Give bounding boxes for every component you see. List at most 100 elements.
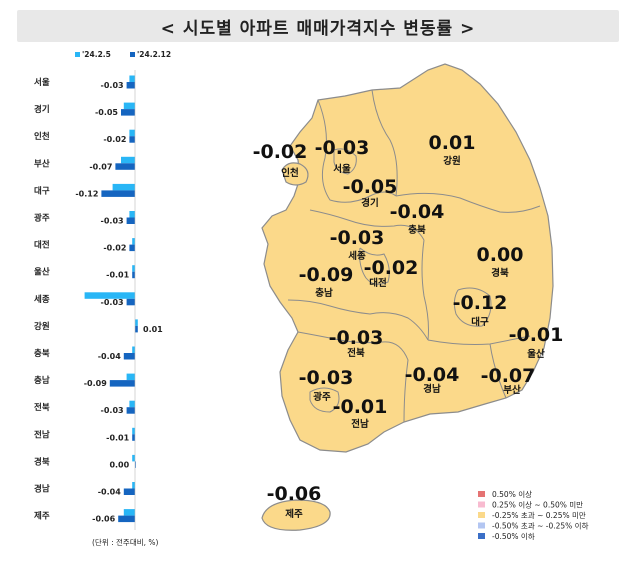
map-region-label: -0.06 제주	[267, 483, 322, 520]
map-region-name: 경북	[491, 267, 509, 279]
mainland-shape	[261, 63, 554, 453]
bar-row: 대전 -0.02	[34, 238, 135, 253]
bar	[121, 156, 135, 164]
value-label: 0.00	[109, 460, 129, 469]
bar	[126, 373, 135, 381]
bar	[129, 244, 135, 252]
legend-item: -0.50% 초과 ~ -0.25% 이하	[478, 521, 589, 531]
map-region-name: 광주	[313, 391, 331, 403]
map-region-name: 경남	[423, 383, 441, 395]
map-value: -0.03	[329, 327, 384, 349]
category-label: 경남	[34, 484, 50, 495]
bar	[135, 461, 136, 468]
map-value: -0.09	[299, 264, 354, 286]
value-label: -0.04	[98, 352, 121, 361]
category-label: 광주	[34, 213, 50, 224]
bar	[123, 509, 135, 516]
bar	[126, 407, 135, 414]
bar	[126, 82, 135, 89]
map-value: -0.01	[509, 324, 564, 346]
bar	[129, 211, 135, 218]
svg-text:-0.25% 초과 ~ 0.25% 미만: -0.25% 초과 ~ 0.25% 미만	[492, 511, 586, 520]
category-label: 전북	[34, 402, 50, 413]
value-label: -0.03	[101, 298, 124, 307]
map-value: -0.02	[364, 257, 419, 279]
value-label: -0.05	[95, 108, 118, 117]
bar	[129, 400, 135, 408]
bar	[126, 217, 135, 224]
category-label: 제주	[34, 511, 50, 522]
map-region-label: -0.02 인천	[253, 141, 308, 179]
map-region-name: 부산	[503, 384, 521, 396]
value-label: -0.03	[101, 406, 124, 415]
category-label: 경북	[34, 456, 50, 467]
map-value: -0.04	[390, 201, 445, 223]
value-label: -0.02	[103, 244, 126, 253]
map-region-name: 전남	[351, 418, 369, 430]
category-label: 부산	[34, 158, 50, 169]
map-region-name: 충북	[408, 224, 426, 236]
bar	[123, 353, 135, 360]
bar	[135, 325, 138, 333]
bar-legend-item: '24.2.5	[75, 50, 111, 59]
value-label: -0.01	[106, 271, 129, 280]
value-label: -0.03	[101, 217, 124, 226]
map-value: -0.03	[299, 367, 354, 389]
value-label: -0.07	[89, 162, 112, 171]
bar-row: 강원 0.01	[34, 319, 163, 334]
value-label: -0.06	[92, 515, 115, 524]
bar	[132, 265, 135, 272]
category-label: 대전	[34, 240, 50, 251]
bar	[132, 482, 135, 489]
category-label: 세종	[34, 294, 50, 305]
bar-row: 서울 -0.03	[34, 75, 135, 90]
map-region-name: 강원	[443, 155, 460, 167]
unit-note: (단위 : 전주대비, %)	[92, 537, 159, 547]
map-region-name: 대전	[369, 277, 386, 289]
bar	[132, 238, 135, 245]
map-region-label: -0.01 울산	[509, 324, 564, 360]
map-value: -0.03	[330, 227, 385, 249]
bar	[132, 427, 135, 435]
bar-row: 인천 -0.02	[34, 129, 135, 144]
bar	[84, 292, 135, 299]
map-region-name: 인천	[281, 168, 298, 179]
map-value: 0.00	[477, 244, 524, 266]
bar-row: 세종 -0.03	[34, 292, 135, 307]
svg-text:'24.2.12: '24.2.12	[137, 50, 171, 59]
map-region-name: 대구	[471, 316, 489, 328]
svg-text:0.50% 이상: 0.50% 이상	[492, 489, 532, 499]
bar	[126, 298, 135, 306]
bar	[112, 183, 135, 191]
bar	[123, 488, 135, 495]
map-legend: 0.50% 이상0.25% 이상 ~ 0.50% 미만-0.25% 초과 ~ 0…	[478, 489, 589, 541]
map-value: -0.01	[333, 396, 388, 418]
bar	[101, 190, 135, 197]
value-label: -0.12	[75, 189, 98, 198]
bar-row: 경기 -0.05	[34, 102, 135, 117]
bar	[129, 75, 135, 82]
category-label: 강원	[34, 321, 50, 332]
legend-item: -0.50% 이하	[478, 531, 535, 541]
bar-row: 충북 -0.04	[34, 346, 135, 361]
legend-item: -0.25% 초과 ~ 0.25% 미만	[478, 511, 586, 520]
value-label: -0.03	[101, 81, 124, 90]
value-label: -0.02	[103, 135, 126, 144]
bar-row: 울산 -0.01	[34, 265, 135, 280]
svg-text:-0.50% 초과 ~ -0.25% 이하: -0.50% 초과 ~ -0.25% 이하	[492, 521, 589, 531]
map-value: -0.07	[481, 365, 536, 387]
bar-row: 충남 -0.09	[34, 373, 135, 388]
category-label: 충북	[34, 348, 50, 359]
category-label: 서울	[34, 77, 50, 88]
bar	[129, 129, 135, 137]
map-value: -0.04	[405, 364, 460, 386]
